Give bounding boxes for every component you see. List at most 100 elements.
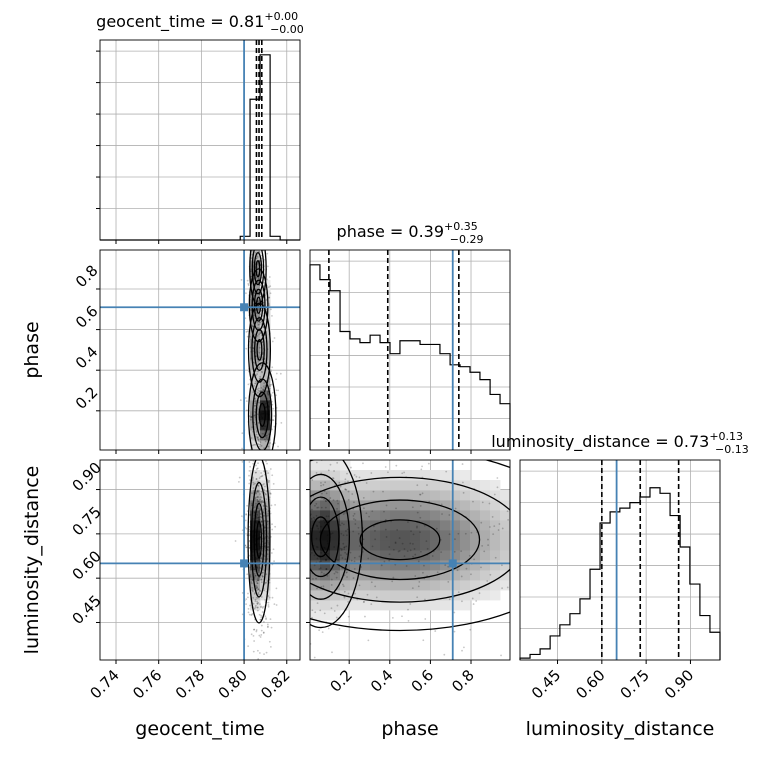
sample-point: [254, 443, 256, 446]
sample-point: [262, 412, 265, 415]
sample-point: [392, 548, 395, 551]
density-cell: [260, 580, 271, 591]
density-cell: [330, 520, 341, 531]
sample-point: [501, 587, 504, 590]
sample-point: [256, 437, 259, 440]
sample-point: [350, 466, 352, 469]
density-cell: [260, 550, 271, 561]
sample-point: [507, 518, 510, 521]
sample-point: [367, 639, 370, 642]
sample-point: [269, 512, 272, 515]
sample-point: [261, 574, 264, 577]
sample-point: [256, 579, 259, 582]
contour-line: [253, 502, 265, 577]
density-cell: [490, 590, 501, 601]
density-cell: [370, 520, 381, 531]
sample-point: [253, 560, 255, 563]
sample-point: [327, 452, 329, 454]
density-cell: [470, 590, 481, 601]
sample-point: [253, 247, 255, 249]
sample-point: [338, 518, 340, 521]
sample-point: [250, 437, 253, 439]
sample-point: [308, 540, 310, 542]
sample-point: [362, 496, 365, 499]
sample-point: [262, 389, 265, 391]
sample-point: [268, 296, 271, 299]
sample-point: [336, 571, 339, 574]
sample-point: [256, 557, 259, 560]
density-cell: [460, 490, 471, 501]
sample-point: [254, 382, 256, 385]
sample-point: [341, 522, 343, 525]
density-cell: [470, 540, 481, 551]
sample-point: [241, 613, 244, 616]
sample-point: [245, 400, 248, 403]
sample-point: [266, 535, 269, 538]
sample-point: [472, 603, 475, 605]
sample-point: [264, 599, 267, 601]
sample-point: [266, 558, 269, 560]
sample-point: [305, 520, 307, 522]
sample-point: [481, 545, 484, 547]
sample-point: [301, 499, 303, 501]
density-cell: [330, 470, 341, 481]
sample-point: [357, 532, 360, 535]
sample-point: [387, 471, 389, 474]
sample-point: [426, 484, 428, 486]
y-axis-label-luminosity_distance: luminosity_distance: [21, 466, 43, 655]
sample-point: [258, 440, 260, 442]
density-cell: [500, 540, 510, 551]
sample-point: [325, 500, 327, 503]
sample-point: [252, 350, 255, 353]
sample-point: [347, 592, 350, 595]
sample-point: [339, 524, 342, 527]
sample-point: [256, 489, 259, 492]
sample-point: [252, 483, 255, 486]
sample-point: [267, 605, 270, 608]
sample-point: [269, 468, 272, 470]
sample-point: [305, 609, 307, 611]
sample-point: [252, 476, 254, 479]
density-cell: [410, 560, 421, 571]
sample-point: [304, 573, 306, 575]
sample-point: [267, 527, 269, 529]
density-cell: [330, 600, 341, 611]
density-cell: [420, 500, 431, 511]
sample-point: [323, 573, 325, 575]
density-cell: [370, 590, 381, 601]
density-cell: [330, 530, 341, 541]
density-cell: [250, 250, 261, 261]
density-cell: [390, 470, 401, 481]
sample-point: [241, 592, 244, 594]
density-cell: [500, 530, 510, 541]
density-cell: [320, 540, 331, 551]
sample-point: [256, 507, 259, 510]
density-cell: [250, 390, 261, 401]
sample-point: [264, 544, 267, 547]
density-cell: [340, 480, 351, 491]
sample-point: [448, 692, 450, 694]
sample-point: [305, 652, 307, 654]
density-cell: [390, 540, 401, 551]
sample-point: [339, 485, 342, 488]
sample-point: [253, 454, 255, 456]
sample-point: [264, 615, 267, 618]
sample-point: [339, 547, 342, 550]
sample-point: [267, 532, 270, 535]
sample-point: [454, 538, 456, 541]
density-cell: [420, 600, 431, 611]
sample-point: [258, 377, 261, 380]
sample-point: [306, 596, 308, 598]
density-cell: [360, 490, 371, 501]
sample-point: [260, 515, 262, 518]
density-cell: [250, 470, 261, 481]
density-cell: [350, 550, 361, 561]
density-cell: [430, 490, 441, 501]
sample-point: [334, 669, 336, 671]
sample-point: [315, 502, 318, 505]
sample-point: [365, 482, 368, 484]
sample-point: [310, 551, 313, 554]
contour-line: [251, 250, 265, 295]
sample-point: [266, 626, 269, 629]
sample-point: [345, 488, 348, 491]
